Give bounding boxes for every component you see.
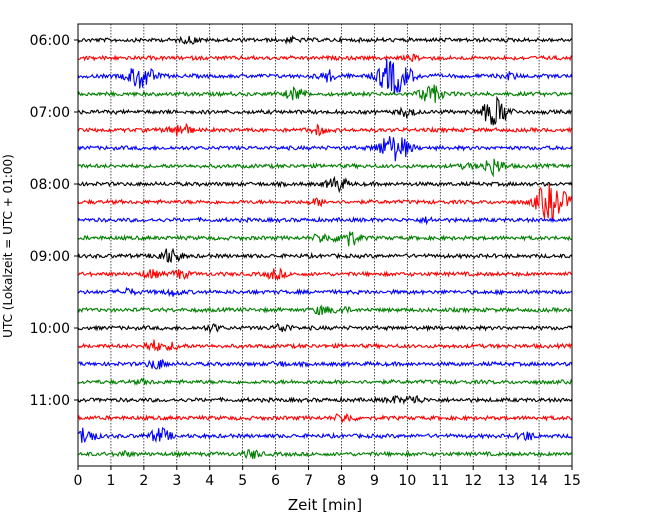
y-tick-label: 11:00 bbox=[30, 393, 70, 409]
seismic-trace-1130 bbox=[77, 426, 573, 444]
x-tick-label: 10 bbox=[398, 473, 416, 489]
seismic-trace-0945 bbox=[77, 304, 573, 316]
seismic-trace-0615 bbox=[77, 53, 573, 63]
seismic-trace-0600 bbox=[77, 34, 573, 45]
x-tick-label: 11 bbox=[431, 473, 449, 489]
seismic-trace-0930 bbox=[77, 286, 573, 298]
seismic-trace-0630 bbox=[77, 58, 573, 95]
y-axis-ticks: 06:00 07:00 08:00 09:00 10:00 11:00 bbox=[30, 33, 78, 409]
x-tick-label: 7 bbox=[304, 473, 313, 489]
seismic-trace-0845 bbox=[77, 231, 573, 247]
x-tick-label: 3 bbox=[172, 473, 181, 489]
seismic-trace-1030 bbox=[77, 359, 573, 370]
x-axis-ticks: 0 1 2 3 4 5 6 7 8 9 10 11 12 13 14 15 bbox=[74, 466, 581, 489]
seismic-trace-1115 bbox=[77, 412, 573, 423]
seismic-trace-0800 bbox=[77, 175, 573, 194]
seismic-trace-0915 bbox=[77, 267, 573, 282]
x-tick-label: 5 bbox=[238, 473, 247, 489]
x-tick-label: 13 bbox=[497, 473, 515, 489]
x-tick-label: 0 bbox=[74, 473, 83, 489]
x-tick-label: 2 bbox=[139, 473, 148, 489]
x-tick-label: 6 bbox=[271, 473, 280, 489]
seismic-trace-0700 bbox=[77, 95, 573, 126]
seismic-trace-0830 bbox=[77, 215, 573, 226]
seismic-trace-1145 bbox=[77, 449, 573, 460]
x-tick-label: 14 bbox=[530, 473, 548, 489]
x-tick-label: 12 bbox=[464, 473, 482, 489]
seismic-traces bbox=[77, 34, 573, 460]
x-tick-label: 8 bbox=[337, 473, 346, 489]
seismic-trace-0730 bbox=[77, 136, 573, 162]
y-tick-label: 07:00 bbox=[30, 105, 70, 121]
y-tick-label: 09:00 bbox=[30, 249, 70, 265]
seismic-trace-1100 bbox=[77, 394, 573, 405]
seismic-trace-1015 bbox=[77, 339, 573, 352]
y-tick-label: 06:00 bbox=[30, 33, 70, 49]
x-tick-label: 9 bbox=[370, 473, 379, 489]
seismic-trace-0900 bbox=[77, 247, 573, 264]
seismic-trace-0745 bbox=[77, 158, 573, 178]
x-tick-label: 4 bbox=[205, 473, 214, 489]
plot-frame bbox=[77, 23, 573, 467]
seismic-trace-0815 bbox=[77, 184, 573, 223]
x-axis-label: Zeit [min] bbox=[288, 496, 362, 514]
y-axis-label: UTC (Lokalzeit = UTC + 01:00) bbox=[1, 154, 15, 338]
y-tick-label: 10:00 bbox=[30, 321, 70, 337]
seismic-trace-1045 bbox=[77, 377, 573, 386]
seismic-trace-1000 bbox=[77, 323, 573, 335]
x-tick-label: 15 bbox=[563, 473, 581, 489]
seismic-trace-0645 bbox=[77, 84, 573, 103]
y-tick-label: 08:00 bbox=[30, 177, 70, 193]
x-tick-label: 1 bbox=[106, 473, 115, 489]
seismic-trace-0715 bbox=[77, 122, 573, 137]
